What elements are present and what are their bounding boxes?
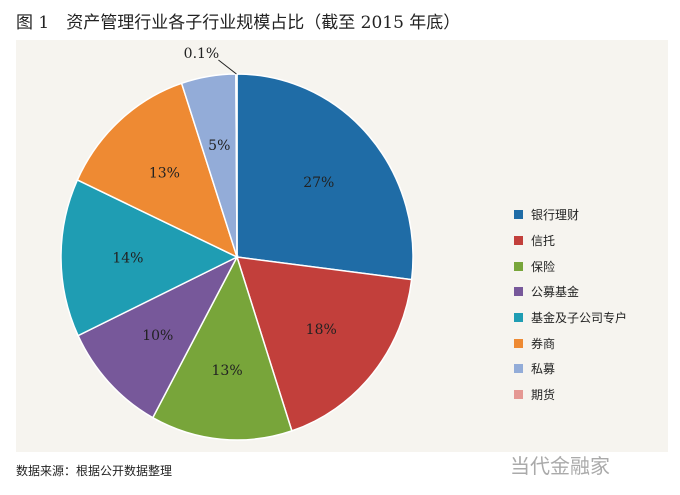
legend-item: 券商 (514, 330, 627, 356)
watermark: 当代金融家 (510, 454, 610, 478)
legend-item: 基金及子公司专户 (514, 305, 627, 331)
legend-label: 公募基金 (531, 285, 580, 300)
leader-line (218, 59, 237, 75)
legend-label: 基金及子公司专户 (531, 311, 628, 326)
data-label: 27% (303, 175, 334, 191)
pie-chart: 27% 18% 13% 10% 14% 13% 5% 0.1% (60, 46, 414, 441)
pie-slice-2 (151, 255, 293, 441)
data-label: 10% (142, 328, 173, 344)
data-label: 13% (149, 165, 180, 181)
data-label: 5% (208, 138, 230, 154)
data-label: 18% (306, 322, 337, 338)
legend-item: 公募基金 (514, 279, 627, 305)
legend-swatch (514, 313, 523, 323)
legend-item: 期货 (514, 382, 627, 408)
legend-item: 信托 (514, 228, 627, 254)
pie-slice-1 (235, 256, 413, 432)
legend-item: 银行理财 (514, 202, 627, 228)
plot-area: 27% 18% 13% 10% 14% 13% 5% 0.1% 银行理财信托保险公募基金基金及… (16, 40, 668, 452)
legend-label: 保险 (531, 259, 556, 274)
legend-label: 私募 (531, 362, 556, 377)
data-label: 14% (112, 251, 143, 267)
legend-item: 私募 (514, 356, 627, 382)
legend-label: 信托 (531, 234, 556, 249)
pie-slice-0 (236, 73, 414, 281)
legend-label: 期货 (531, 388, 556, 403)
legend-swatch (514, 261, 523, 271)
source-note: 数据来源：根据公开数据整理 (16, 464, 173, 478)
legend-swatch (514, 236, 523, 246)
pie-slice-4 (60, 178, 239, 337)
legend-swatch (514, 287, 523, 297)
pie-slice-3 (77, 255, 239, 419)
legend-swatch (514, 210, 523, 220)
legend-item: 保险 (514, 253, 627, 279)
legend-swatch (514, 338, 523, 348)
data-label: 13% (212, 363, 243, 379)
legend-swatch (514, 390, 523, 400)
pie-slice-5 (76, 82, 239, 259)
legend: 银行理财信托保险公募基金基金及子公司专户 券商私募期货 (514, 202, 627, 408)
data-label: 0.1% (184, 46, 220, 62)
legend-label: 银行理财 (531, 208, 580, 223)
legend-swatch (514, 364, 523, 374)
chart-title: 图 1 资产管理行业各子行业规模占比（截至 2015 年底） (16, 13, 461, 33)
legend-label: 券商 (531, 336, 556, 351)
